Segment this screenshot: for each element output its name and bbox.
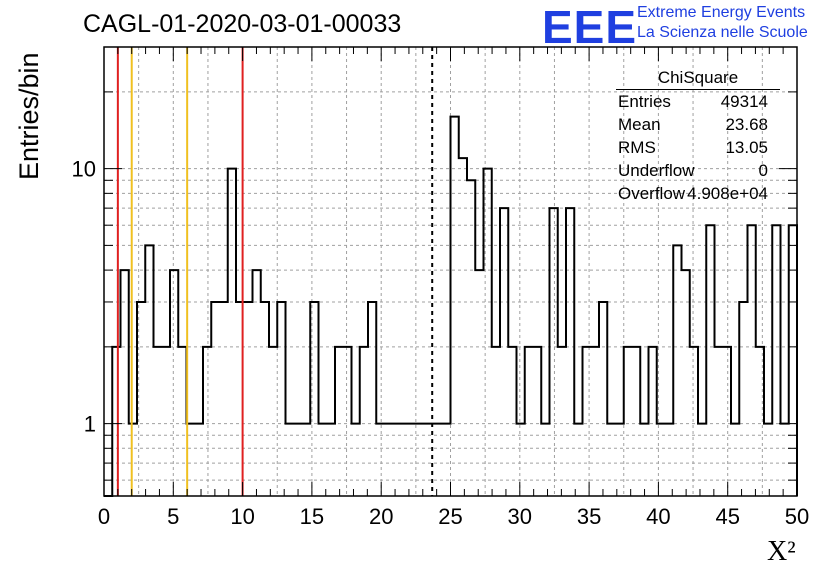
x-tick-label: 30	[508, 504, 532, 529]
x-tick-label: 25	[438, 504, 462, 529]
stats-row-underflow: Underflow 0	[618, 161, 768, 180]
x-tick-label: 40	[646, 504, 670, 529]
x-tick-label: 20	[369, 504, 393, 529]
stats-row-mean: Mean 23.68	[618, 115, 768, 134]
eee-logo: EEE	[542, 1, 638, 53]
x-tick-label: 15	[300, 504, 324, 529]
logo-line-2: La Scienza nelle Scuole	[637, 24, 808, 41]
histogram-line	[104, 115, 798, 497]
x-axis-label: X²	[767, 536, 796, 567]
chart-title: CAGL-01-2020-03-01-00033	[83, 10, 402, 38]
stats-title: ChiSquare	[616, 68, 780, 90]
stats-row-rms: RMS 13.05	[618, 138, 768, 157]
x-tick-label: 10	[230, 504, 254, 529]
stats-row-entries: Entries 49314	[618, 92, 768, 111]
logo-line-1: Extreme Energy Events	[637, 4, 806, 21]
y-tick-label: 10	[72, 157, 96, 182]
x-tick-label: 35	[577, 504, 601, 529]
stats-box: ChiSquare Entries 49314 Mean 23.68 RMS 13.0…	[612, 68, 780, 205]
x-tick-label: 5	[167, 504, 179, 529]
x-tick-label: 0	[98, 504, 110, 529]
x-tick-label: 45	[715, 504, 739, 529]
y-tick-label: 1	[84, 412, 96, 437]
x-tick-label: 50	[785, 504, 809, 529]
stats-row-overflow: Overflow 4.908e+04	[618, 184, 768, 203]
